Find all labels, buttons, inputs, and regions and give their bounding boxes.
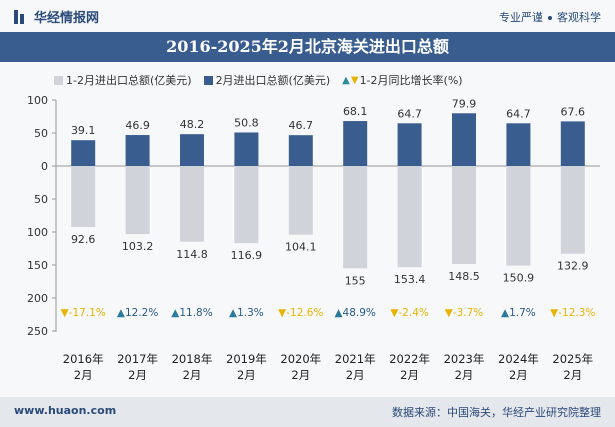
bar-cumulative (452, 166, 476, 265)
label-month: 46.9 (125, 119, 150, 132)
legend-item-growth: ▲ ▼ 1-2月同比增长率(%) (342, 72, 462, 88)
x-tick-label: 2021年 2月 (335, 352, 376, 382)
bar-cumulative (288, 166, 313, 235)
bar-month (560, 121, 585, 166)
bar-cumulative (180, 166, 204, 242)
legend-down-triangle-icon: ▼ (350, 74, 359, 86)
y-tick-label: 100 (27, 94, 48, 107)
bar-month (452, 113, 476, 166)
x-tick-label: 2019年 2月 (226, 352, 267, 382)
bar-month (506, 123, 531, 166)
legend-item-month: 2月进出口总额(亿美元) (203, 72, 331, 88)
data-source: 数据来源：中国海关，华经产业研究院整理 (392, 406, 601, 419)
label-cumulative: 150.9 (503, 272, 535, 285)
x-tick-label: 2024年 2月 (498, 352, 539, 382)
chart-title: 2016-2025年2月北京海关进出口总额 (166, 37, 449, 56)
label-month: 64.7 (397, 107, 422, 120)
bar-cumulative (397, 166, 422, 268)
legend-item-cumulative: 1-2月进出口总额(亿美元) (54, 72, 192, 88)
y-tick-label: 200 (27, 292, 48, 305)
brand[interactable]: 华经情报网 (14, 7, 99, 26)
label-cumulative: 155 (345, 274, 366, 287)
legend-swatch-cumulative (54, 75, 63, 85)
legend-label-month: 2月进出口总额(亿美元) (215, 74, 331, 87)
growth-up-label: ▲12.2% (117, 307, 158, 319)
bar-month (71, 140, 96, 166)
x-tick-label: 2016年 2月 (63, 352, 104, 382)
bar-month (125, 135, 150, 166)
y-tick-label: 100 (27, 226, 48, 239)
label-cumulative: 132.9 (557, 260, 589, 273)
top-bar: 华经情报网 专业严谨 客观科学 (0, 0, 615, 32)
y-tick-label: 250 (27, 325, 48, 338)
label-cumulative: 116.9 (231, 249, 263, 262)
dot-icon (548, 16, 552, 20)
x-ticks: 2016年 2月 2017年 2月 2018年 2月 2019年 2月 2020年 2月 2021年… (63, 352, 593, 382)
logo-icon (14, 9, 28, 24)
y-tick-label: 50 (34, 193, 48, 206)
x-tick-label: 2022年 2月 (389, 352, 430, 382)
bar-cumulative (343, 166, 368, 269)
footer: www.huaon.com 数据来源：中国海关，华经产业研究院整理 (0, 397, 615, 427)
growth-labels: ▼-17.1% ▲12.2% ▲11.8% ▲1.3% ▼-12.6% ▲48.9% ▼-2… (61, 307, 596, 319)
label-month: 79.9 (452, 97, 477, 110)
website-link[interactable]: www.huaon.com (14, 404, 117, 417)
bar-month (180, 134, 204, 166)
legend-label-growth: 1-2月同比增长率(%) (359, 74, 463, 87)
bar-month (397, 123, 422, 166)
x-tick-label: 2025年 2月 (552, 352, 593, 382)
growth-up-label: ▲1.7% (501, 307, 536, 319)
growth-down-label: ▼-12.3% (550, 307, 595, 319)
y-ticks: 100 50 0 50 100 150 200 250 (27, 94, 56, 338)
label-month: 39.1 (71, 124, 96, 137)
bar-cumulative (71, 166, 96, 228)
legend-up-triangle-icon: ▲ (342, 74, 350, 86)
bar-month (288, 135, 313, 166)
growth-up-label: ▲1.3% (229, 307, 264, 319)
bar-cumulative (125, 166, 150, 235)
growth-down-label: ▼-3.7% (445, 307, 484, 319)
label-month: 48.2 (180, 118, 205, 131)
label-month: 68.1 (343, 105, 368, 118)
label-cumulative: 103.2 (122, 240, 154, 253)
bar-cumulative (560, 166, 585, 254)
data-labels: 39.1 92.6 46.9 103.2 48.2 114.8 50.8 116.9 46.7 1… (71, 97, 589, 287)
label-cumulative: 92.6 (71, 233, 96, 246)
bar-cumulative (234, 166, 259, 244)
x-tick-label: 2018年 2月 (172, 352, 213, 382)
tagline-left: 专业严谨 (499, 11, 543, 24)
bar-month (234, 132, 259, 166)
label-month: 64.7 (506, 107, 531, 120)
chart-area: 100 50 0 50 100 150 200 250 39.1 92.6 46.9 103.2 48… (27, 94, 600, 382)
growth-up-label: ▲11.8% (171, 307, 212, 319)
growth-down-label: ▼-17.1% (61, 307, 106, 319)
label-month: 46.7 (289, 119, 314, 132)
brand-name: 华经情报网 (34, 11, 100, 26)
bar-cumulative (506, 166, 531, 266)
y-tick-label: 50 (34, 127, 48, 140)
label-cumulative: 114.8 (176, 248, 208, 261)
title-bar: 2016-2025年2月北京海关进出口总额 (0, 32, 615, 62)
label-cumulative: 104.1 (285, 241, 317, 254)
growth-down-label: ▼-12.6% (278, 307, 323, 319)
legend-label-cumulative: 1-2月进出口总额(亿美元) (66, 74, 192, 87)
growth-down-label: ▼-2.4% (390, 307, 429, 319)
tagline: 专业严谨 客观科学 (499, 9, 601, 25)
x-tick-label: 2020年 2月 (280, 352, 321, 382)
label-month: 67.6 (561, 105, 586, 118)
label-month: 50.8 (234, 116, 259, 129)
legend-swatch-month (203, 75, 213, 85)
x-tick-label: 2023年 2月 (444, 352, 485, 382)
x-tick-label: 2017年 2月 (117, 352, 158, 382)
legend: 1-2月进出口总额(亿美元) 2月进出口总额(亿美元) ▲ ▼ 1-2月同比增长… (54, 72, 475, 88)
label-cumulative: 153.4 (394, 273, 426, 286)
y-tick-label: 0 (41, 160, 48, 173)
tagline-right: 客观科学 (557, 11, 601, 24)
growth-up-label: ▲48.9% (334, 307, 375, 319)
label-cumulative: 148.5 (448, 270, 480, 283)
bar-month (343, 121, 368, 166)
y-tick-label: 150 (27, 259, 48, 272)
bars (71, 113, 585, 269)
